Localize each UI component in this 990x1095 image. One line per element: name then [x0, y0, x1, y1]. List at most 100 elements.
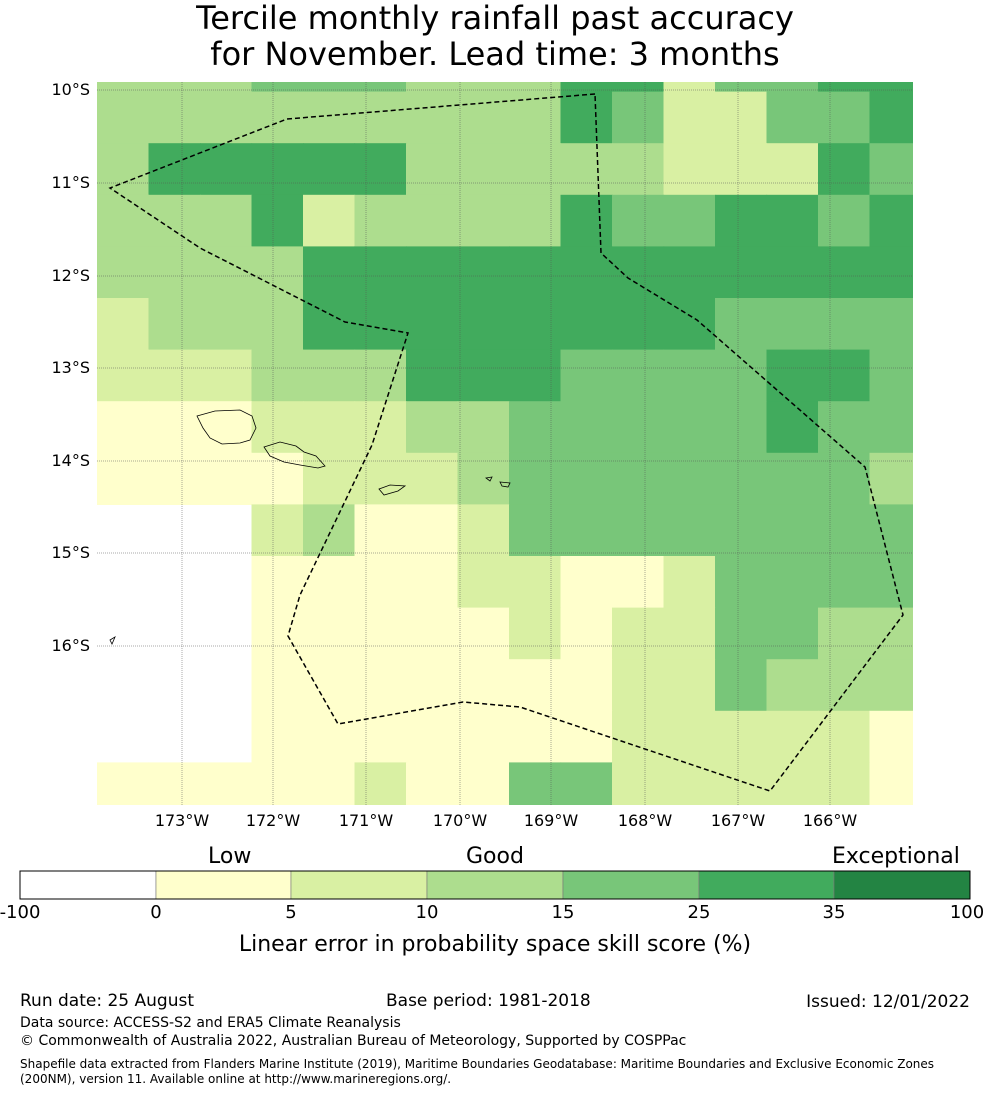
skill-cell [97, 452, 150, 505]
lon-label: 172°W [245, 811, 301, 830]
skill-cell [715, 246, 768, 299]
skill-cell [766, 659, 819, 712]
skill-cell [303, 504, 356, 557]
skill-cell [303, 143, 356, 196]
skill-cell [406, 91, 459, 144]
skill-cell [509, 452, 562, 505]
skill-cell [818, 82, 871, 93]
skill-cell [715, 556, 768, 609]
skill-cell [406, 194, 459, 247]
colorbar-swatch [155, 870, 292, 900]
island-outline [196, 409, 257, 445]
skill-cell [869, 91, 913, 144]
skill-cell [869, 194, 913, 247]
skill-cell [97, 246, 150, 299]
skill-cell [818, 556, 871, 609]
skill-cell [766, 91, 819, 144]
skill-cell [612, 452, 665, 505]
skill-cell [869, 401, 913, 454]
skill-cell [612, 556, 665, 609]
skill-cell [200, 349, 253, 402]
skill-cell [406, 246, 459, 299]
skill-cell [560, 349, 613, 402]
skill-cell [148, 349, 201, 402]
skill-cell [200, 82, 253, 93]
skill-cell [148, 91, 201, 144]
skill-cell [303, 82, 356, 93]
skill-cell [251, 401, 304, 454]
skill-cell [251, 194, 304, 247]
skill-cell [406, 82, 459, 93]
skill-cell [354, 194, 407, 247]
colorbar-tick: -100 [0, 902, 41, 923]
skill-cell [869, 607, 913, 660]
island-outline [499, 481, 511, 488]
skill-cell [303, 762, 356, 805]
skill-cell [560, 762, 613, 805]
skill-cell [406, 452, 459, 505]
skill-cell [303, 298, 356, 351]
skill-cell [457, 246, 510, 299]
skill-cell [251, 82, 304, 93]
lon-label: 171°W [338, 811, 394, 830]
map-title-line1: Tercile monthly rainfall past accuracy [196, 0, 794, 37]
skill-cell [766, 452, 819, 505]
skill-cell [303, 91, 356, 144]
skill-cell [303, 556, 356, 609]
colorbar-swatch [426, 870, 564, 900]
skill-cell [457, 349, 510, 402]
skill-cell [148, 452, 201, 505]
skill-grid-cells [97, 82, 913, 805]
skill-cell [612, 143, 665, 196]
skill-cell [818, 91, 871, 144]
skill-cell [766, 82, 819, 93]
skill-cell [509, 82, 562, 93]
skill-cell [457, 143, 510, 196]
skill-cell [354, 298, 407, 351]
skill-cell [251, 607, 304, 660]
skill-cell [663, 298, 716, 351]
skill-cell [715, 401, 768, 454]
skill-cell [715, 504, 768, 557]
skill-cell [148, 401, 201, 454]
skill-cell [354, 91, 407, 144]
skill-cell [457, 82, 510, 93]
skill-cell [766, 194, 819, 247]
skill-cell [303, 194, 356, 247]
skill-cell [406, 349, 459, 402]
colorbar-tick: 25 [687, 902, 711, 923]
skill-cell [200, 298, 253, 351]
colorbar-title: Linear error in probability space skill … [238, 932, 752, 957]
skill-cell [457, 762, 510, 805]
skill-cell [97, 298, 150, 351]
skill-cell [560, 298, 613, 351]
skill-cell [818, 607, 871, 660]
island-outline [378, 484, 407, 496]
colorbar [19, 870, 971, 900]
colorbar-tick: 5 [285, 902, 297, 923]
skill-cell [715, 607, 768, 660]
skill-cell [818, 504, 871, 557]
category-label-low: Low [208, 844, 252, 869]
data-source: Data source: ACCESS-S2 and ERA5 Climate … [20, 1015, 401, 1031]
skill-cell [766, 504, 819, 557]
graticule-lines [97, 82, 913, 805]
skill-cell [715, 349, 768, 402]
skill-cell [560, 401, 613, 454]
skill-cell [457, 194, 510, 247]
skill-cell [560, 246, 613, 299]
skill-cell [457, 298, 510, 351]
skill-cell [97, 82, 150, 93]
skill-cell [303, 246, 356, 299]
skill-cell [560, 710, 613, 763]
skill-cell [766, 401, 819, 454]
issued-date: Issued: 12/01/2022 [806, 992, 970, 1012]
skill-cell [612, 607, 665, 660]
skill-cell [560, 504, 613, 557]
skill-cell [303, 452, 356, 505]
skill-cell [715, 452, 768, 505]
skill-cell [818, 710, 871, 763]
colorbar-tick: 0 [150, 902, 162, 923]
skill-cell [715, 710, 768, 763]
